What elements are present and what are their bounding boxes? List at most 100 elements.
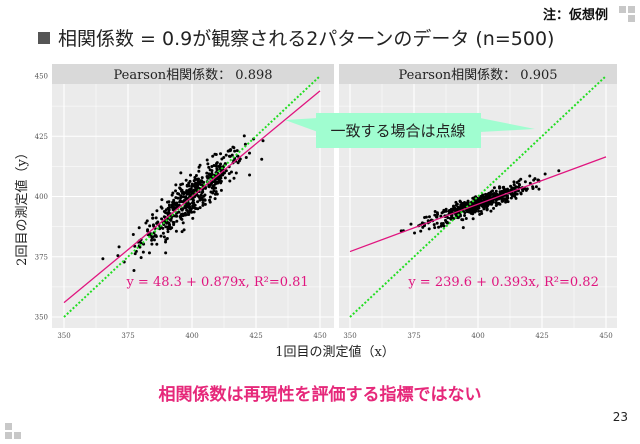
data-point	[181, 200, 185, 204]
data-point	[196, 183, 200, 187]
data-point	[152, 238, 156, 242]
data-point	[495, 192, 499, 196]
data-point	[419, 229, 423, 233]
data-point	[248, 173, 252, 177]
y-axis-label: 2回目の測定値（y）	[14, 146, 30, 266]
data-point	[487, 202, 491, 206]
data-point	[213, 179, 217, 183]
data-point	[173, 201, 177, 205]
data-point	[198, 163, 202, 167]
data-point	[230, 153, 234, 157]
data-point	[198, 198, 202, 202]
data-point	[132, 268, 136, 272]
data-point	[475, 200, 479, 204]
data-point	[214, 186, 218, 190]
data-point	[498, 186, 502, 190]
data-point	[490, 199, 494, 203]
data-point	[156, 220, 160, 224]
data-point	[460, 206, 464, 210]
data-point	[435, 221, 439, 225]
data-point	[486, 192, 490, 196]
data-point	[147, 251, 151, 255]
data-point	[228, 179, 232, 183]
data-point	[235, 149, 239, 153]
x-tick-label: 375	[407, 332, 420, 340]
data-point	[219, 179, 223, 183]
data-point	[166, 230, 170, 234]
data-point	[484, 201, 488, 205]
data-point	[476, 198, 480, 202]
data-point	[199, 193, 203, 197]
data-point	[450, 216, 454, 220]
data-point	[451, 204, 455, 208]
identity-line	[349, 75, 607, 318]
data-point	[178, 186, 182, 190]
data-point	[421, 225, 425, 229]
data-point	[460, 218, 464, 222]
decoration-square	[628, 15, 635, 22]
data-point	[167, 225, 171, 229]
data-point	[525, 187, 529, 191]
decoration-square	[628, 6, 635, 13]
data-point	[196, 194, 200, 198]
data-point	[242, 134, 246, 138]
data-point	[186, 210, 190, 214]
data-point	[203, 202, 207, 206]
data-point	[205, 175, 209, 179]
x-tick-label: 450	[599, 332, 612, 340]
data-point	[167, 208, 171, 212]
data-point	[212, 189, 216, 193]
data-point	[201, 203, 205, 207]
data-point	[224, 169, 228, 173]
slide-title: 相関係数 = 0.9が観察される2パターンのデータ (n=500)	[38, 24, 554, 51]
y-tick-label: 425	[35, 133, 48, 141]
data-point	[151, 223, 155, 227]
data-point	[164, 240, 168, 244]
x-tick-label: 425	[535, 332, 548, 340]
data-point	[160, 217, 164, 221]
data-point	[216, 177, 220, 181]
data-point	[177, 210, 181, 214]
data-point	[200, 176, 204, 180]
data-point	[170, 193, 174, 197]
data-point	[481, 204, 485, 208]
data-point	[160, 198, 164, 202]
data-point	[148, 224, 152, 228]
data-point	[159, 234, 163, 238]
data-point	[229, 170, 233, 174]
data-point	[191, 198, 195, 202]
data-point	[101, 257, 105, 261]
data-point	[174, 183, 178, 187]
data-point	[171, 203, 175, 207]
data-point	[180, 188, 184, 192]
data-point	[167, 221, 171, 225]
data-point	[433, 213, 437, 217]
data-point	[181, 221, 185, 225]
data-point	[193, 206, 197, 210]
data-point	[232, 176, 236, 180]
data-point	[179, 196, 183, 200]
data-point	[491, 192, 495, 196]
data-point	[243, 142, 247, 146]
data-point	[477, 209, 481, 213]
data-point	[479, 197, 483, 201]
data-point	[485, 208, 489, 212]
data-point	[528, 174, 532, 178]
data-point	[215, 167, 219, 171]
data-point	[433, 209, 437, 213]
data-point	[187, 181, 191, 185]
data-point	[446, 216, 450, 220]
data-point	[537, 187, 541, 191]
callout: 一致する場合は点線	[285, 113, 535, 148]
chart-panel-2: Pearson相関係数： 0.905 350 375 400 425 450 y = 239…	[339, 64, 617, 340]
data-point	[189, 173, 193, 177]
identity-line	[63, 75, 321, 318]
data-point	[224, 153, 228, 157]
data-point	[500, 189, 504, 193]
data-point	[155, 242, 159, 246]
data-point	[217, 179, 221, 183]
data-point	[435, 215, 439, 219]
data-point	[427, 215, 431, 219]
data-point	[196, 200, 200, 204]
data-point	[133, 252, 137, 256]
